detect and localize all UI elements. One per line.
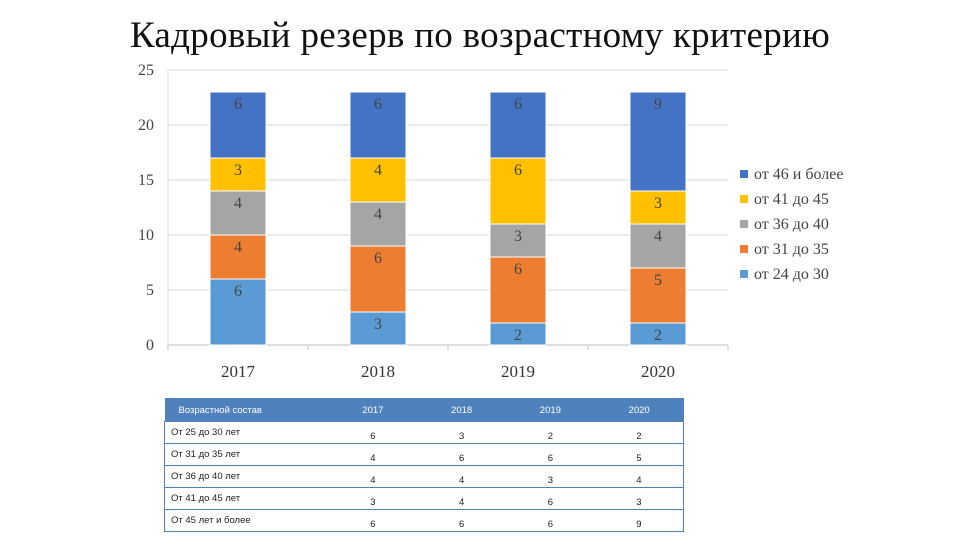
data-label: 3 [234, 162, 242, 179]
legend-swatch [740, 270, 748, 278]
bar-segment [489, 256, 547, 324]
table-row: От 41 до 45 лет 3 4 6 3 [164, 487, 684, 510]
table-cell: 4 [594, 465, 684, 488]
table-cell: 4 [417, 487, 506, 510]
legend-entry: от 31 до 35 [754, 241, 829, 258]
row-label: От 25 до 30 лет [164, 421, 329, 444]
data-label: 4 [374, 206, 382, 223]
data-label: 4 [234, 195, 242, 212]
data-label: 2 [514, 327, 522, 344]
data-label: 6 [374, 250, 382, 267]
table-cell: 2 [506, 421, 595, 444]
legend-entry: от 41 до 45 [754, 191, 829, 208]
legend-entry: от 46 и более [754, 166, 843, 183]
table-header-cell: 2019 [506, 398, 595, 422]
table-row: От 25 до 30 лет 6 3 2 2 [164, 421, 684, 444]
legend-swatch [740, 170, 748, 178]
row-label: От 45 лет и более [164, 509, 329, 532]
table-header-cell: 2018 [417, 398, 506, 422]
table-cell: 4 [328, 465, 418, 488]
data-label: 6 [234, 283, 242, 300]
bar-segment [629, 190, 687, 225]
table-row: От 45 лет и более 6 6 6 9 [164, 509, 684, 532]
y-tick-label: 0 [146, 337, 154, 354]
table-header-cell: Возрастной состав [164, 398, 329, 422]
y-tick-label: 15 [138, 172, 154, 189]
table-cell: 6 [506, 443, 595, 466]
data-label: 9 [654, 96, 662, 113]
bar-segment [489, 91, 547, 159]
y-tick-label: 5 [146, 282, 154, 299]
bar-segment [489, 157, 547, 225]
bar-segment [349, 157, 407, 203]
table-cell: 3 [417, 421, 506, 444]
legend-swatch [740, 195, 748, 203]
table-cell: 3 [328, 487, 418, 510]
y-tick-label: 20 [138, 117, 154, 134]
stacked-bar-chart: 0510152025644362017364462018263662019254… [138, 62, 843, 381]
table-header-row: Возрастной состав 2017 2018 2019 2020 [164, 398, 684, 422]
table-cell: 6 [328, 421, 418, 444]
data-label: 5 [654, 272, 662, 289]
bar-segment [209, 234, 267, 280]
table-cell: 2 [594, 421, 684, 444]
bar-segment [209, 278, 267, 346]
x-tick-label: 2018 [361, 362, 395, 381]
table-row: От 31 до 35 лет 4 6 6 5 [164, 443, 684, 466]
x-tick-label: 2020 [641, 362, 675, 381]
table-cell: 5 [594, 443, 684, 466]
bar-segment [349, 201, 407, 247]
bar-segment [629, 223, 687, 269]
slide-title: Кадровый резерв по возрастному критерию [129, 15, 831, 56]
data-label: 3 [514, 228, 522, 245]
bar-segment [629, 267, 687, 324]
y-tick-label: 10 [138, 227, 154, 244]
data-label: 6 [374, 96, 382, 113]
table-row: От 36 до 40 лет 4 4 3 4 [164, 465, 684, 488]
table-cell: 9 [594, 509, 684, 532]
table-cell: 4 [417, 465, 506, 488]
legend-swatch [740, 245, 748, 253]
table-cell: 6 [328, 509, 418, 532]
bar-segment [209, 157, 267, 192]
legend-swatch [740, 220, 748, 228]
legend-entry: от 24 до 30 [754, 266, 829, 283]
table-cell: 6 [417, 509, 506, 532]
table-header-cell: 2020 [594, 398, 684, 422]
data-label: 6 [514, 96, 522, 113]
table-cell: 3 [506, 465, 595, 488]
x-tick-label: 2017 [221, 362, 256, 381]
data-label: 6 [234, 96, 242, 113]
data-label: 3 [374, 316, 382, 333]
y-tick-label: 25 [138, 62, 154, 79]
row-label: От 36 до 40 лет [164, 465, 329, 488]
bar-segment [629, 91, 687, 192]
data-label: 6 [514, 261, 522, 278]
bar-segment [209, 91, 267, 159]
row-label: От 41 до 45 лет [164, 487, 329, 510]
data-label: 3 [654, 195, 662, 212]
table-cell: 6 [506, 509, 595, 532]
row-label: От 31 до 35 лет [164, 443, 329, 466]
table-cell: 3 [594, 487, 684, 510]
data-label: 4 [374, 162, 382, 179]
data-table: Возрастной состав 2017 2018 2019 2020 От… [164, 398, 684, 532]
bar-segment [209, 190, 267, 236]
data-label: 4 [654, 228, 662, 245]
data-label: 2 [654, 327, 662, 344]
table-cell: 6 [417, 443, 506, 466]
table-cell: 4 [328, 443, 418, 466]
x-tick-label: 2019 [501, 362, 535, 381]
table-header-cell: 2017 [328, 398, 418, 422]
table-cell: 6 [506, 487, 595, 510]
bar-segment [349, 91, 407, 159]
data-label: 4 [234, 239, 242, 256]
bar-segment [349, 311, 407, 346]
legend-entry: от 36 до 40 [754, 216, 829, 233]
data-label: 6 [514, 162, 522, 179]
bar-segment [489, 223, 547, 258]
